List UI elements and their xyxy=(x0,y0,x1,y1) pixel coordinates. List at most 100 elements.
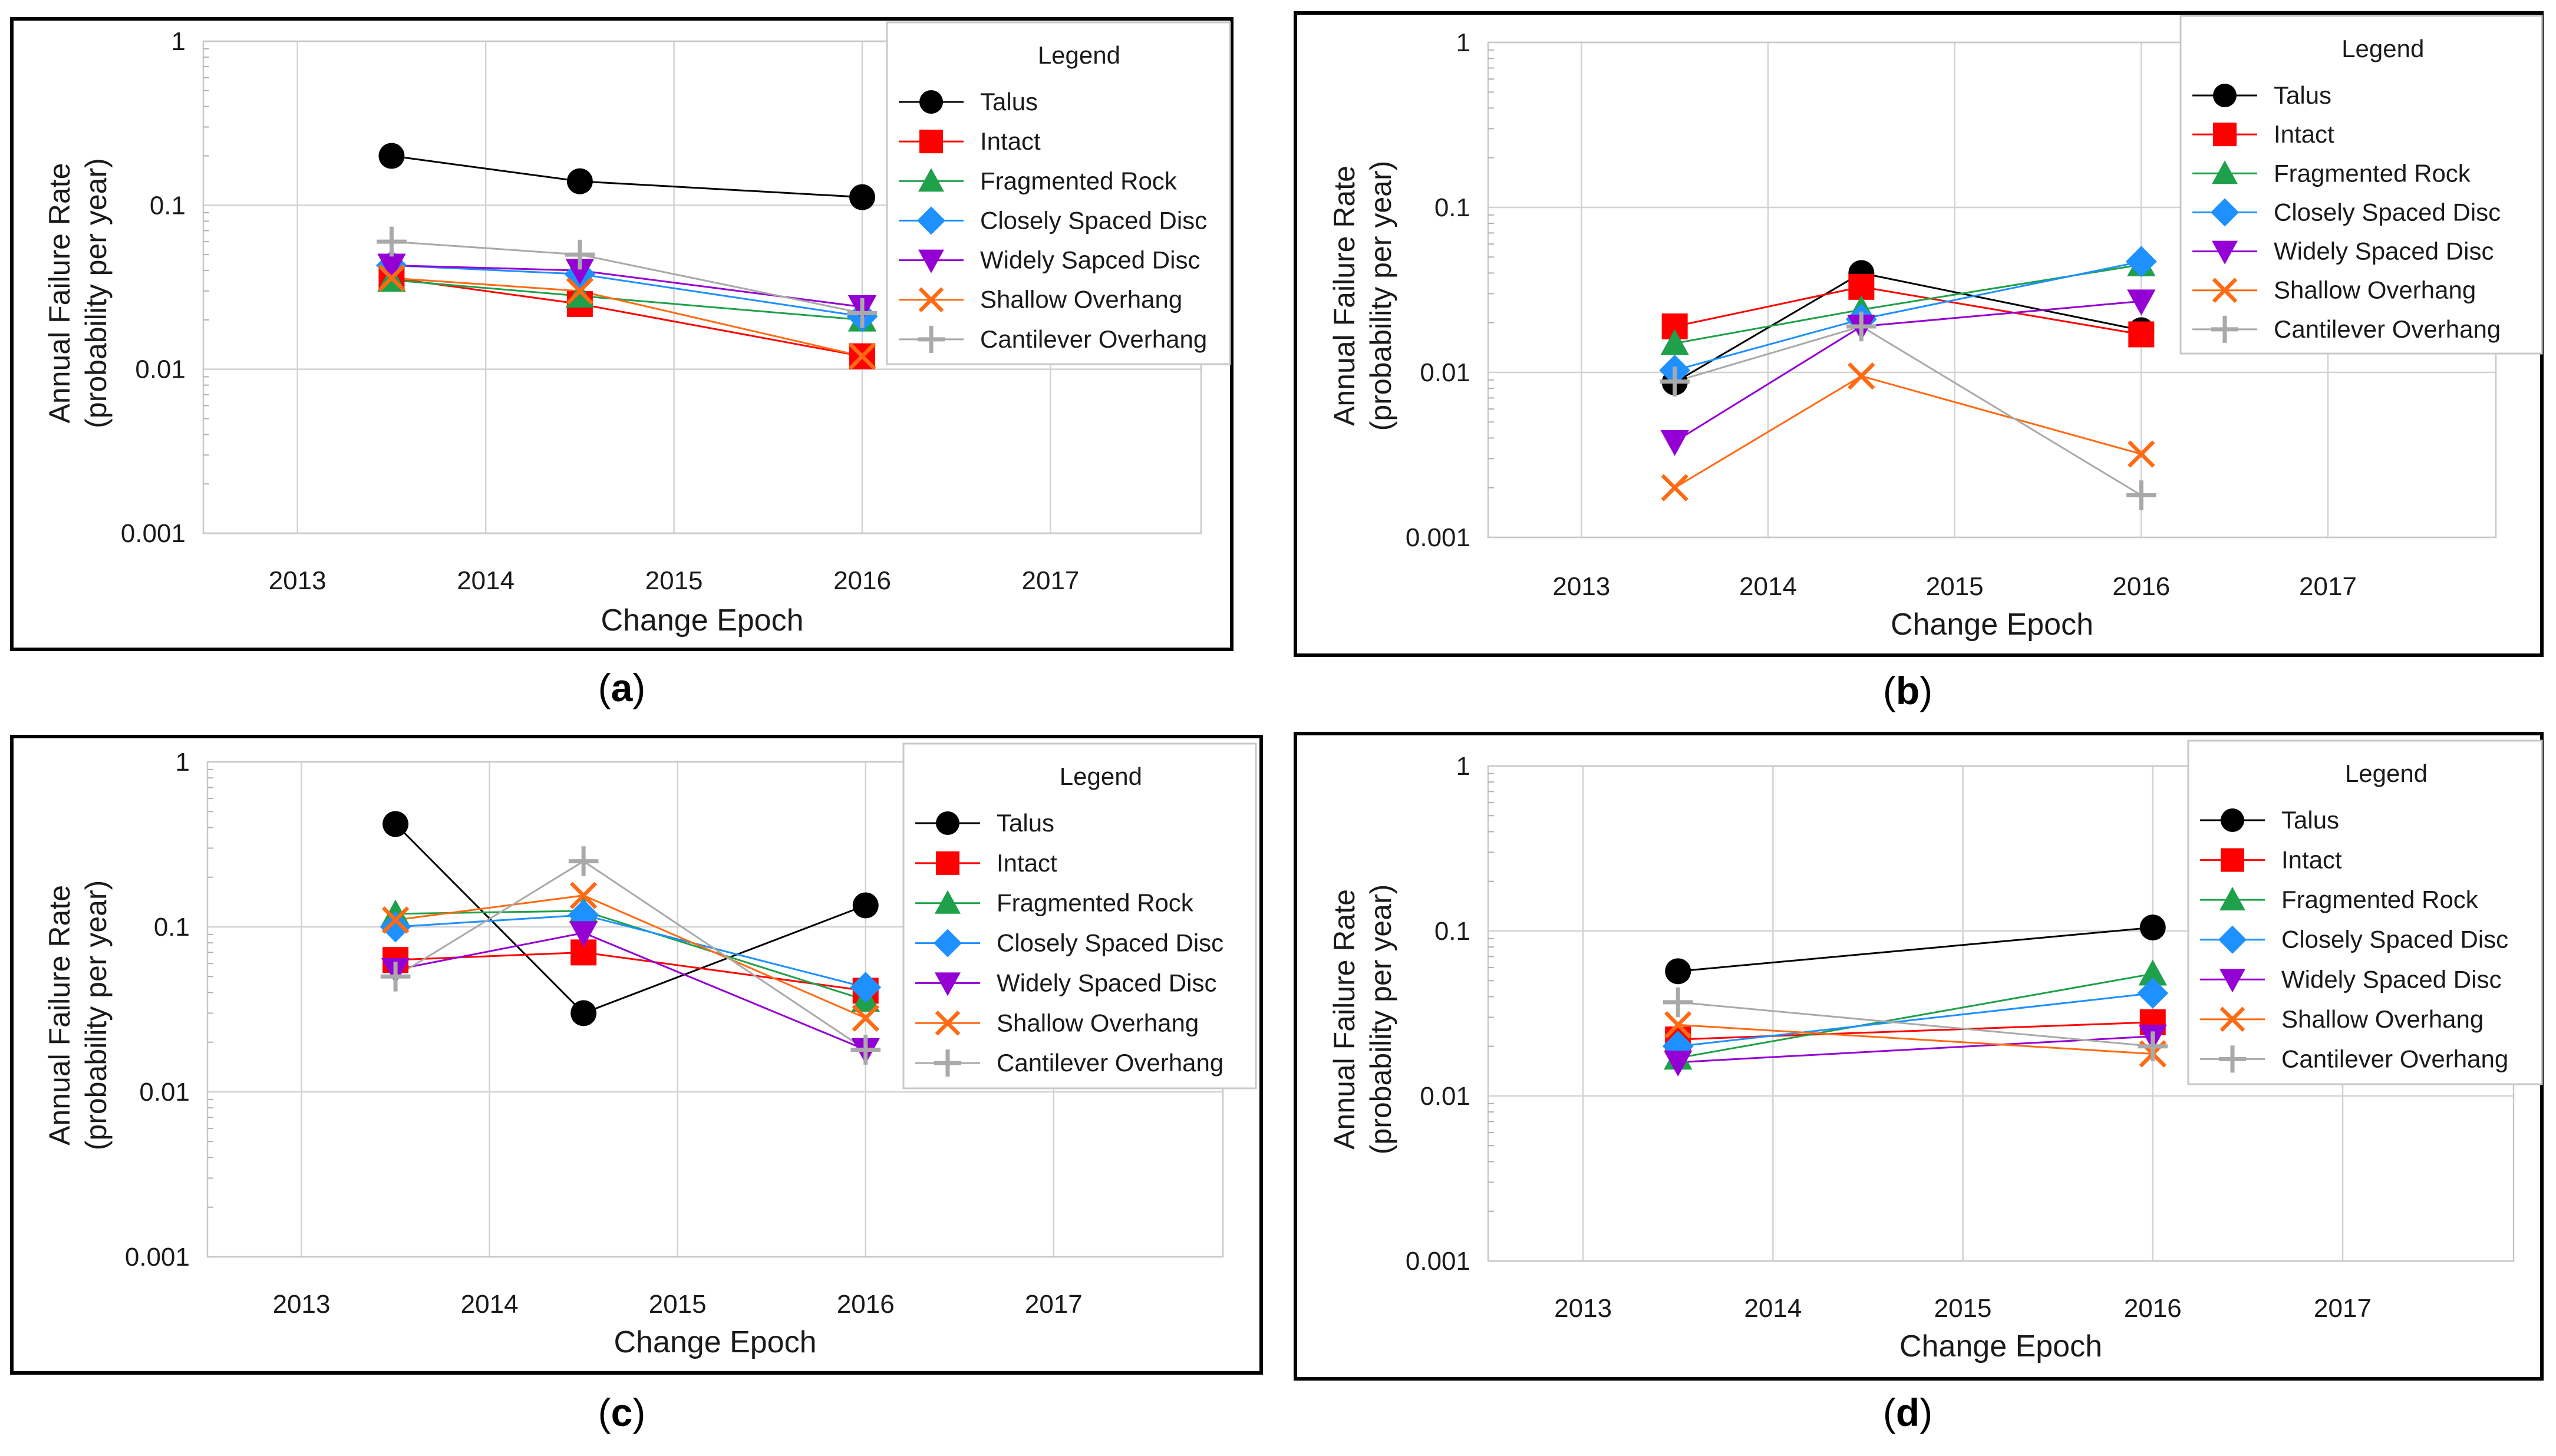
legend-label: Widely Spaced Disc xyxy=(2274,237,2494,265)
legend-label: Closely Spaced Disc xyxy=(2274,198,2501,226)
data-point-widely-spaced-disc xyxy=(2127,289,2156,316)
legend-marker xyxy=(935,1010,961,1036)
legend-label: Fragmented Rock xyxy=(980,167,1178,194)
x-tick-label: 2015 xyxy=(1926,572,1984,601)
y-tick-label: 0.1 xyxy=(1434,193,1470,222)
legend-label: Cantilever Overhang xyxy=(980,325,1207,353)
legend-item-closely-spaced-disc: Closely Spaced Disc xyxy=(2192,198,2501,227)
legend-marker xyxy=(935,890,961,914)
legend-item-widely-spaced-disc: Widely Spaced Disc xyxy=(2200,965,2501,993)
chart-panel-c: 1 0.1 0.01 0.001 2013 2014 2015 2016 2017 Change … xyxy=(10,735,1263,1375)
legend-marker xyxy=(918,325,945,353)
x-tick-label: 2015 xyxy=(1934,1294,1992,1323)
caption-open-paren: ( xyxy=(1883,669,1896,712)
legend-item-widely-spaced-disc: Widely Spaced Disc xyxy=(2192,237,2494,265)
y-axis-label-line: (probability per year) xyxy=(1364,161,1397,431)
legend-item-intact: Intact xyxy=(2192,120,2334,148)
legend-marker xyxy=(2211,198,2239,227)
data-point-shallow-overhang xyxy=(378,264,405,292)
legend-marker xyxy=(2212,278,2238,303)
y-axis-label-line: Annual Failure Rate xyxy=(43,163,76,424)
x-tick-label: 2016 xyxy=(837,1290,895,1319)
x-tick-label: 2017 xyxy=(2314,1294,2372,1323)
y-tick-label: 0.1 xyxy=(1434,917,1470,946)
data-point-widely-spaced-disc xyxy=(569,921,598,947)
data-point-cantilever-overhang xyxy=(2138,1031,2168,1062)
x-tick-label: 2016 xyxy=(833,566,891,595)
y-tick-label: 0.01 xyxy=(1420,1082,1470,1111)
panel-caption: (d) xyxy=(1883,1391,1932,1434)
x-tick-label: 2015 xyxy=(649,1290,707,1319)
x-tick-label: 2014 xyxy=(1744,1294,1802,1323)
caption-close-paren: ) xyxy=(632,666,645,709)
data-point-closely-spaced-disc xyxy=(2125,246,2157,278)
legend-marker xyxy=(935,972,961,996)
legend-label: Cantilever Overhang xyxy=(2274,315,2501,343)
y-tick-label: 0.001 xyxy=(121,519,186,548)
x-axis-label: Change Epoch xyxy=(1899,1329,2102,1363)
y-tick-label: 1 xyxy=(1456,752,1470,781)
legend-item-cantilever-overhang: Cantilever Overhang xyxy=(2192,315,2501,343)
data-point-shallow-overhang xyxy=(848,342,876,370)
caption-close-paren: ) xyxy=(632,1391,645,1434)
caption-letter: d xyxy=(1896,1391,1920,1434)
series-lines xyxy=(1677,926,2153,1064)
legend-label: Talus xyxy=(2281,806,2339,834)
legend-label: Widely Sapced Disc xyxy=(980,246,1200,274)
legend-item-widely-spaced-disc: Widely Spaced Disc xyxy=(915,969,1216,996)
y-axis-label: Annual Failure Rate (probability per year… xyxy=(1328,161,1397,431)
legend-marker xyxy=(919,90,943,114)
legend-marker xyxy=(2211,315,2238,343)
legend-item-talus: Talus xyxy=(2200,806,2339,834)
data-point-talus xyxy=(1665,958,1691,985)
x-axis-label: Change Epoch xyxy=(601,603,803,638)
data-point-talus xyxy=(382,811,409,837)
series-line-talus xyxy=(1678,926,2153,972)
x-tick-label: 2016 xyxy=(2112,572,2170,601)
legend-marker xyxy=(2219,969,2245,993)
legend-marker xyxy=(2219,1045,2246,1073)
data-point-widely-sapced-disc xyxy=(377,253,406,280)
y-axis-label-line: Annual Failure Rate xyxy=(1328,166,1361,426)
data-point-shallow-overhang xyxy=(1664,1011,1692,1039)
legend-label: Cantilever Overhang xyxy=(2281,1045,2508,1072)
y-minor-ticks xyxy=(207,768,213,1208)
y-axis-label-line: (probability per year) xyxy=(80,880,113,1151)
legend-label: Intact xyxy=(980,127,1041,155)
legend-box xyxy=(2179,15,2543,355)
legend-marker xyxy=(2218,925,2247,954)
panel-caption: (b) xyxy=(1883,669,1932,712)
legend-item-closely-spaced-disc: Closely Spaced Disc xyxy=(915,929,1223,958)
caption-open-paren: ( xyxy=(1883,1391,1896,1434)
legend-item-cantilever-overhang: Cantilever Overhang xyxy=(899,325,1207,353)
series-markers xyxy=(376,143,878,370)
legend-title: Legend xyxy=(2341,35,2424,62)
legend-label: Talus xyxy=(997,809,1054,837)
legend-marker xyxy=(2213,123,2237,147)
legend-item-shallow-overhang: Shallow Overhang xyxy=(915,1009,1199,1036)
y-axis-label: Annual Failure Rate (probability per year… xyxy=(43,158,113,428)
x-axis-label: Change Epoch xyxy=(614,1325,816,1359)
legend-marker xyxy=(2219,887,2245,911)
y-tick-label: 0.1 xyxy=(154,913,190,942)
x-tick-label: 2014 xyxy=(457,566,515,595)
caption-letter: a xyxy=(611,666,634,709)
legend-item-shallow-overhang: Shallow Overhang xyxy=(899,286,1182,313)
legend-label: Fragmented Rock xyxy=(997,889,1194,917)
data-point-cantilever-overhang xyxy=(847,298,878,328)
legend-label: Widely Spaced Disc xyxy=(2281,965,2501,993)
legend-marker xyxy=(917,206,945,235)
legend-label: Shallow Overhang xyxy=(997,1009,1199,1036)
legend-item-talus: Talus xyxy=(2192,81,2331,109)
data-point-intact xyxy=(2128,321,2155,348)
y-axis-label-line: (probability per year) xyxy=(1364,884,1397,1155)
x-tick-label: 2017 xyxy=(1025,1290,1083,1319)
legend-label: Closely Spaced Disc xyxy=(980,206,1207,234)
data-point-talus xyxy=(566,168,593,194)
caption-open-paren: ( xyxy=(598,1391,611,1434)
legend-item-intact: Intact xyxy=(2200,846,2342,874)
y-minor-ticks xyxy=(1488,772,1494,1212)
data-point-cantilever-overhang xyxy=(1663,987,1693,1018)
